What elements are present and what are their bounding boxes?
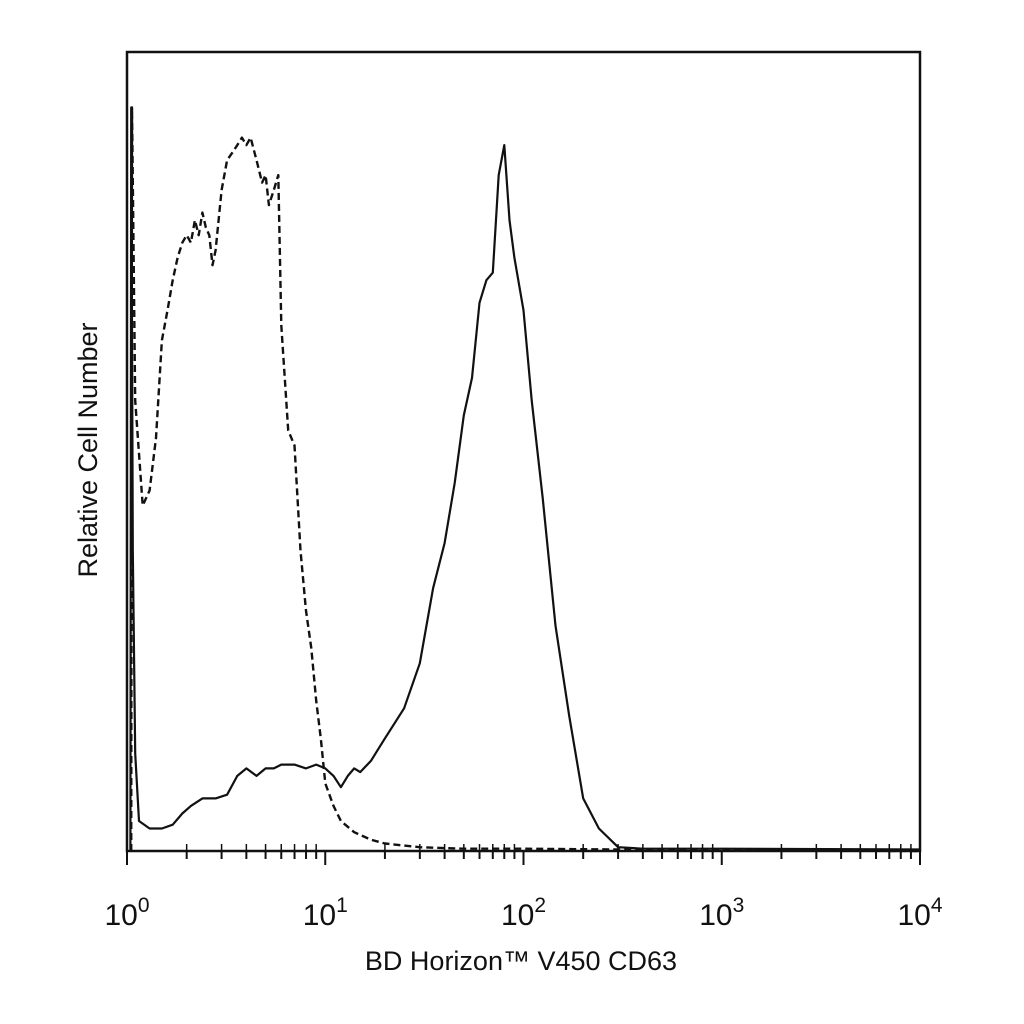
y-axis-label: Relative Cell Number: [73, 322, 103, 577]
x-tick-label: 103: [699, 894, 744, 932]
plot-area: [125, 50, 922, 853]
cd63-histogram-line: [129, 106, 921, 852]
plot-frame: [125, 50, 922, 853]
isotype-control-histogram-line: [130, 106, 921, 853]
x-axis-label: BD Horizon™ V450 CD63: [365, 946, 677, 976]
x-axis-ticks: 100 101 102 103 104: [104, 844, 943, 932]
x-tick-label: 102: [501, 894, 546, 932]
x-tick-label: 104: [897, 894, 942, 932]
x-tick-label: 100: [104, 894, 149, 932]
x-tick-label: 101: [303, 894, 348, 932]
